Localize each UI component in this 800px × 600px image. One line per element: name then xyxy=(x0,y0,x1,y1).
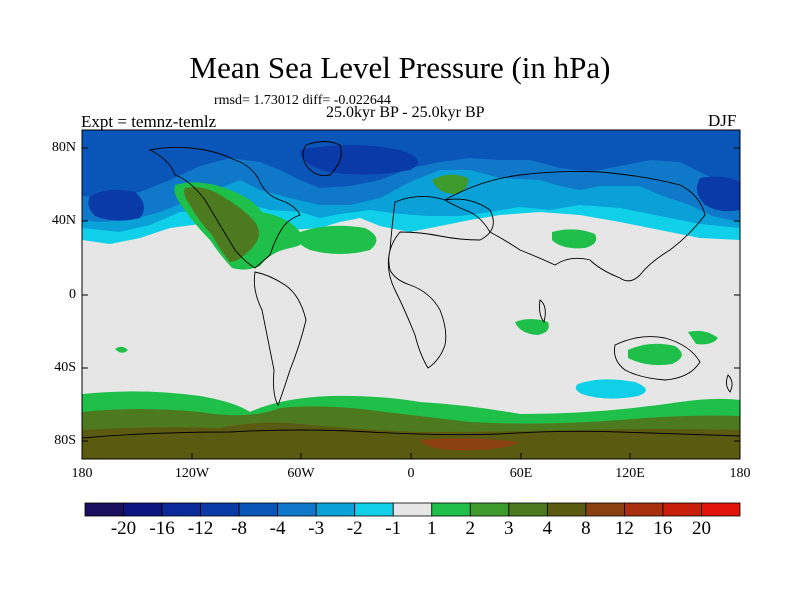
colorbar-swatch xyxy=(277,502,317,517)
north-pacific-east-low-core xyxy=(696,176,740,212)
colorbar-swatch xyxy=(508,502,548,517)
lat-tick-marks xyxy=(82,147,740,442)
colorbar-swatch xyxy=(546,502,587,517)
colorbar-swatch xyxy=(315,502,356,517)
australia-green-blob xyxy=(628,343,682,366)
stats-label: rmsd= 1.73012 diff= -0.022644 xyxy=(214,93,391,108)
colorbar-label: 16 xyxy=(653,518,673,539)
indian-ocean-cyan-blob xyxy=(575,379,646,399)
colorbar-label: -12 xyxy=(187,518,214,539)
north-atlantic-low-core xyxy=(300,145,418,175)
season-label: DJF xyxy=(708,111,737,130)
colorbar-swatch xyxy=(123,502,163,517)
map-title: Mean Sea Level Pressure (in hPa) xyxy=(189,50,611,85)
colorbar-label: -3 xyxy=(308,518,325,539)
map-field xyxy=(82,130,740,459)
asia-green-blob xyxy=(552,229,597,249)
colorbar xyxy=(84,502,741,517)
antarctic-rust-patch xyxy=(420,438,520,451)
lon-tick-label: 0 xyxy=(407,466,415,481)
colorbar-label: -20 xyxy=(110,518,137,539)
colorbar-swatch xyxy=(238,502,279,517)
lon-tick-label: 120W xyxy=(174,466,210,481)
colorbar-label: 3 xyxy=(504,518,514,539)
colorbar-label: 4 xyxy=(542,518,553,539)
colorbar-swatch xyxy=(200,502,240,517)
atlantic-green-blob xyxy=(297,225,377,254)
pacific-low-core xyxy=(88,189,144,221)
lon-tick-label: 60E xyxy=(509,466,533,481)
experiment-label: Expt = temnz-temlz xyxy=(81,112,217,131)
lon-tick-marks xyxy=(81,453,741,459)
colorbar-swatch xyxy=(624,502,664,517)
lat-tick-label: 80S xyxy=(54,433,76,448)
colorbar-swatch xyxy=(431,502,471,517)
indian-ocean-green-blob xyxy=(515,319,549,335)
colorbar-swatch xyxy=(585,502,625,517)
colorbar-label: 12 xyxy=(614,518,634,539)
pacific-green-dot xyxy=(115,346,128,353)
colorbar-label: -1 xyxy=(385,518,402,539)
lat-tick-label: 40N xyxy=(51,213,76,228)
colorbar-swatch xyxy=(161,502,201,517)
colorbar-swatch xyxy=(392,502,433,517)
colorbar-label: -4 xyxy=(269,518,286,539)
colorbar-label: 1 xyxy=(427,518,437,539)
north-america-olive xyxy=(184,187,259,262)
lon-tick-label: 60W xyxy=(287,466,315,481)
colorbar-swatch xyxy=(662,502,702,517)
lat-tick-label: 80N xyxy=(51,140,76,155)
scandinavia-green-patch xyxy=(432,174,469,194)
colorbar-swatch xyxy=(84,502,124,517)
colorbar-label: 20 xyxy=(692,518,711,539)
colorbar-label: 8 xyxy=(581,518,591,539)
colorbar-swatch xyxy=(701,502,741,517)
lat-tick-label: 40S xyxy=(54,360,76,375)
period-label: 25.0kyr BP - 25.0kyr BP xyxy=(326,104,485,121)
east-australia-green-blob xyxy=(688,330,718,345)
colorbar-swatch xyxy=(354,502,394,517)
colorbar-label: -8 xyxy=(231,518,247,539)
lat-tick-label: 0 xyxy=(69,287,76,302)
colorbar-label: 2 xyxy=(465,518,476,539)
colorbar-label: -2 xyxy=(346,518,363,539)
colorbar-swatch xyxy=(469,502,510,517)
lon-tick-label: 180 xyxy=(71,466,93,481)
colorbar-label: -16 xyxy=(149,518,175,539)
coastlines xyxy=(82,141,740,439)
lon-tick-label: 180 xyxy=(729,466,751,481)
lon-tick-label: 120E xyxy=(615,466,645,481)
